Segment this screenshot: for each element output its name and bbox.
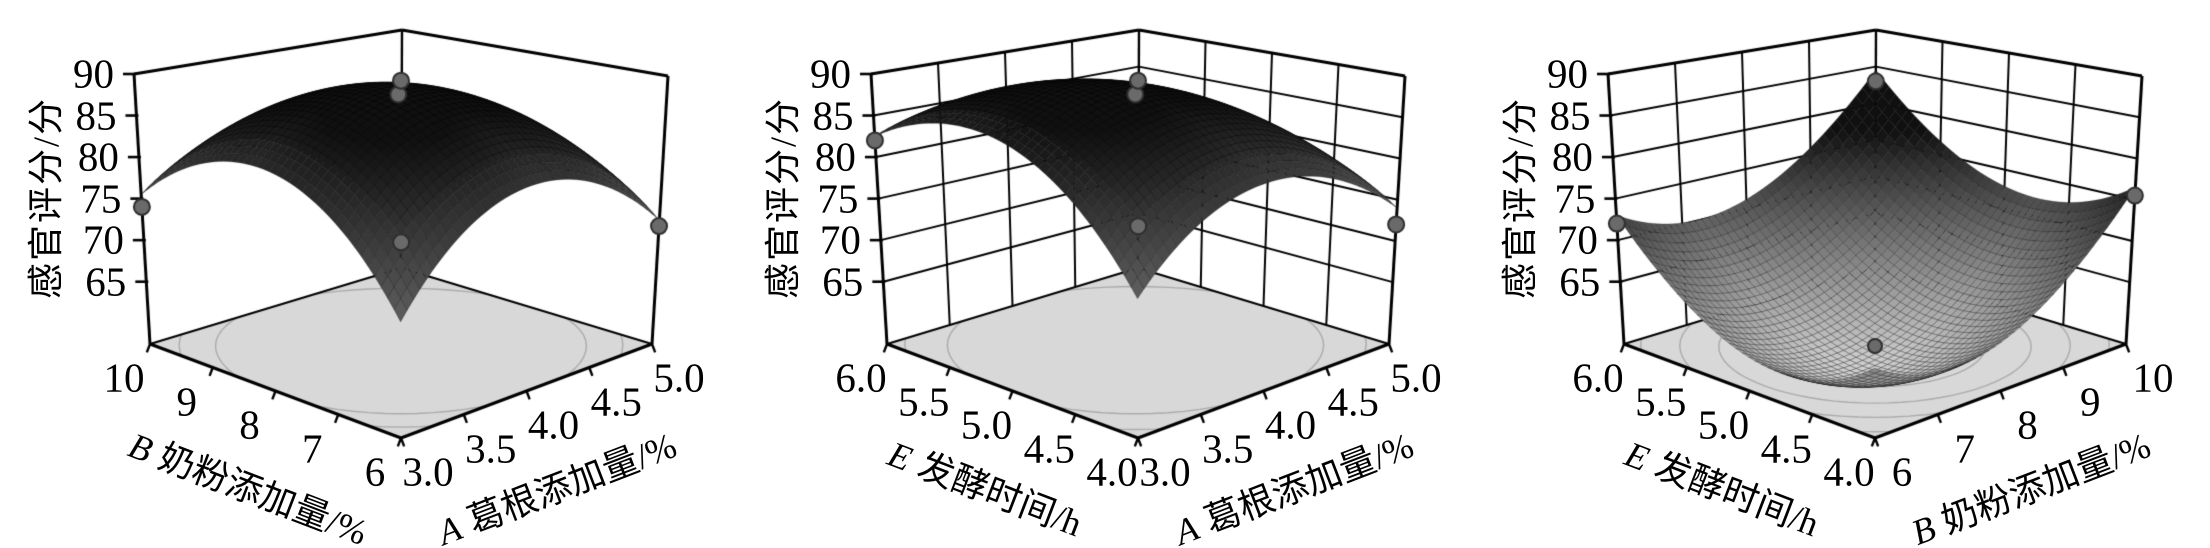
surface-plot-3-canvas — [1474, 0, 2210, 548]
surface-plot-1: 感官评分/分 65 70 75 80 85 90 10 9 8 7 6 B奶粉添加量/% 3.0 3.5 4.… — [0, 0, 736, 548]
surface-plot-1-canvas — [0, 0, 736, 548]
surface-plot-2: 感官评分/分 65 70 75 80 85 90 6.0 5.5 5.0 4.5 4.0 E发酵时间/h… — [737, 0, 1473, 548]
surface-plot-3: 感官评分/分 65 70 75 80 85 90 6.0 5.5 5.0 4.5 4.0 E发酵时间/h… — [1474, 0, 2210, 548]
surface-plot-2-canvas — [737, 0, 1473, 548]
